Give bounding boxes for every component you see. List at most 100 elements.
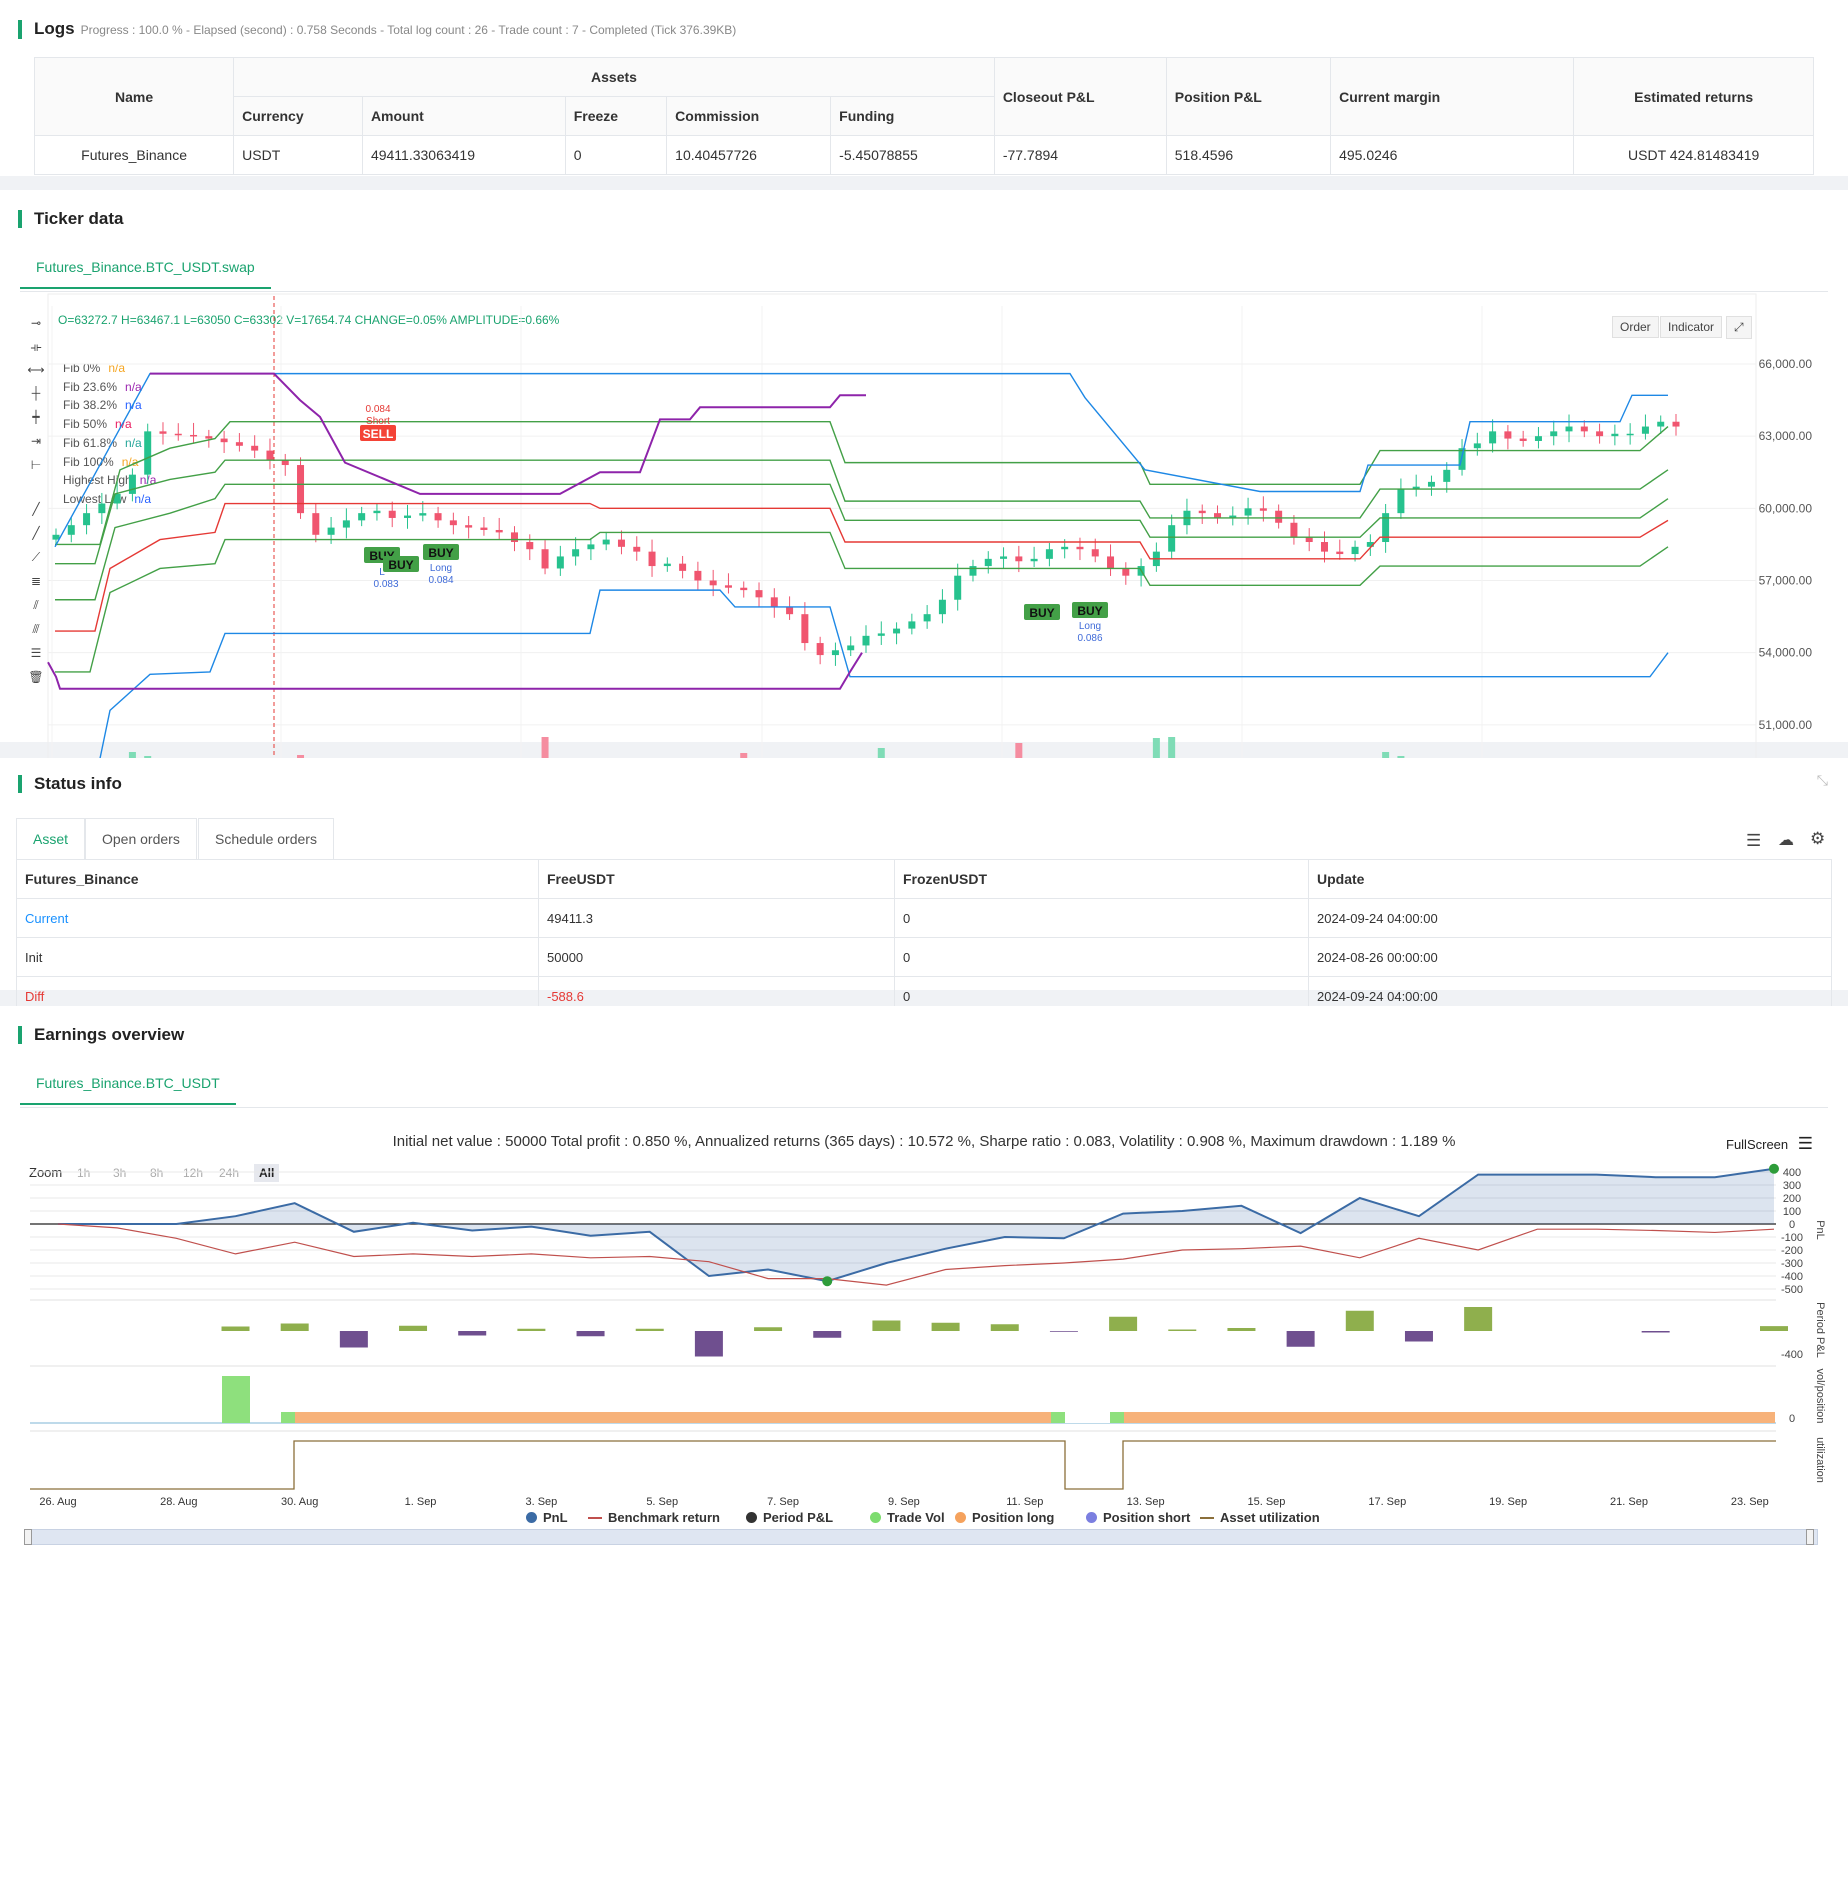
axis-title: PnL [1814,1220,1826,1240]
candle-body [1198,510,1206,514]
candle-body [938,599,946,615]
row-frozen: 0 [894,937,1309,977]
candle-body [419,513,427,516]
period-pnl-bar [1760,1326,1788,1331]
extended-line-icon[interactable]: ⟋ [31,550,41,564]
position-gap [1065,1412,1110,1423]
crosshair-icon[interactable]: ⊸ [30,316,42,330]
legend-item[interactable]: Asset utilization [1200,1510,1320,1525]
candle-body [98,503,106,514]
signal-note: Long [1079,621,1101,632]
col-margin: Current margin [1330,57,1575,136]
candle-body [1473,443,1481,449]
pnl-area [58,1168,1774,1282]
segment-icon[interactable]: ╱ [32,502,40,516]
price-line-icon[interactable]: ⊢ [30,458,42,472]
earnings-chart: 4003002001000-100-200-300-400-500-4000Pn… [30,1163,1826,1544]
indicator-button[interactable]: Indicator [1660,316,1723,338]
col-free: FreeUSDT [538,859,895,899]
candle-body [1320,542,1328,552]
legend-item[interactable]: PnL [526,1510,568,1525]
trend-line-icon[interactable]: ╱ [32,526,40,540]
pnl-tick-label: -500 [1781,1284,1803,1296]
parallel-icon[interactable]: ⫽ [33,598,39,612]
candle-body [495,529,503,533]
cloud-icon[interactable]: ☁ [1778,832,1794,849]
x-tick-label: 11. Sep [1006,1496,1043,1508]
candle-body [1366,542,1374,547]
legend-item[interactable]: Position short [1086,1510,1190,1525]
measure-icon[interactable]: ☰ [30,646,42,660]
fib-band-line [55,483,1669,601]
zoom-12h[interactable]: 12h [183,1166,204,1180]
gear-icon[interactable]: ⚙ [1810,829,1826,848]
signal-label: BUY [428,546,453,560]
col-closeout: Closeout P&L [993,57,1167,136]
candle-body [52,534,60,540]
tab-ticker-symbol[interactable]: Futures_Binance.BTC_USDT.swap [20,247,271,289]
expand-icon[interactable]: ⤢ [1726,316,1752,339]
candle-body [159,431,167,434]
tab-asset[interactable]: Asset [16,818,86,861]
cell-closeout: -77.7894 [993,135,1167,175]
candle-body [174,433,182,436]
zoom-all[interactable]: All [254,1164,280,1182]
h-ray-icon[interactable]: ⟛ [30,340,42,354]
navigator-left-handle[interactable] [24,1529,32,1545]
candle-body [1412,486,1420,490]
cell-funding: -5.45078855 [830,135,995,175]
candle-body [205,436,213,439]
tab-divider [20,291,1828,292]
fib-band-line [55,531,1669,673]
period-pnl-bar [754,1327,783,1331]
v-line-icon[interactable]: ┼ [31,386,41,400]
trash-icon[interactable]: 🗑 [28,670,44,684]
candle-body [1030,558,1038,562]
col-position: Position P&L [1165,57,1332,136]
candle-body [480,527,488,530]
fullscreen-button[interactable]: FullScreen ☰ [1726,1134,1814,1153]
period-pnl-bar [1286,1331,1315,1347]
candle-body [1397,489,1405,514]
legend-item[interactable]: Benchmark return [588,1510,720,1525]
row-label: Current [16,898,539,938]
candle-body [1672,421,1680,427]
legend-item[interactable]: Position long [955,1510,1054,1525]
navigator[interactable] [28,1529,1818,1545]
zoom-1h[interactable]: 1h [77,1166,91,1180]
candle-body [1244,508,1252,516]
cross-line-icon[interactable]: ┿ [32,410,40,424]
zoom-8h[interactable]: 8h [150,1166,164,1180]
candle-body [297,465,305,514]
collapse-icon[interactable]: ⤡ [1816,772,1828,788]
channel-icon[interactable]: ⫻ [32,622,40,636]
period-pnl-bar [1464,1307,1493,1331]
candle-body [984,558,992,567]
tab-earnings-symbol[interactable]: Futures_Binance.BTC_USDT [20,1063,236,1105]
order-button[interactable]: Order [1612,316,1659,338]
period-pnl-bar [1049,1331,1078,1332]
fib-icon[interactable]: ≣ [30,574,42,588]
candle-body [388,510,396,518]
trade-vol-bar [222,1376,250,1423]
axis-title: utilization [1814,1437,1826,1483]
legend-item[interactable]: Period P&L [746,1510,833,1525]
col-update: Update [1308,859,1832,899]
menu-icon[interactable]: ☰ [1746,831,1762,850]
navigator-right-handle[interactable] [1806,1529,1814,1545]
menu-icon[interactable]: ☰ [1797,1134,1814,1153]
signal-label: BUY [1029,606,1054,620]
legend-item[interactable]: Trade Vol [870,1510,945,1525]
zoom-24h[interactable]: 24h [219,1166,240,1180]
tab-open-orders[interactable]: Open orders [85,818,197,860]
candle-body [83,513,91,526]
h-line-icon[interactable]: ⟷ [27,363,45,377]
zoom-3h[interactable]: 3h [113,1166,127,1180]
tab-schedule-orders[interactable]: Schedule orders [198,818,334,860]
logs-title: Logs Progress : 100.0 % - Elapsed (second… [18,20,736,39]
candle-body [281,460,289,466]
legend-swatch [1086,1512,1097,1523]
candle-body [694,570,702,581]
ray-icon[interactable]: ⇥ [30,434,42,448]
col-funding: Funding [830,96,995,136]
